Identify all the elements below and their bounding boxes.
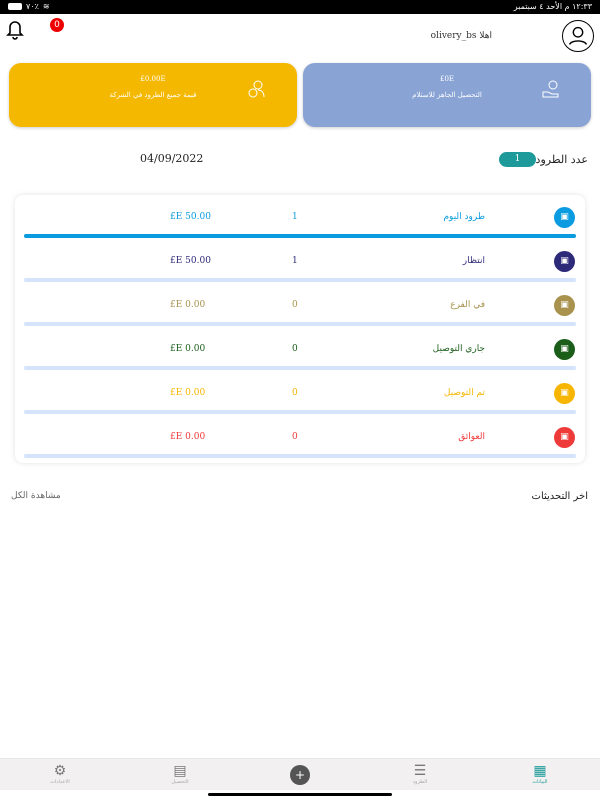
row-label: طرود اليوم xyxy=(443,212,485,222)
status-row[interactable]: £E 0.00 0 العوائق ▣ xyxy=(15,419,585,463)
row-count: 0 xyxy=(292,388,298,398)
status-row[interactable]: £E 50.00 1 طرود اليوم ▣ xyxy=(15,199,585,243)
row-amount: £E 50.00 xyxy=(170,212,211,222)
greeting: اهلا olivery_bs xyxy=(431,31,492,41)
row-amount: £E 0.00 xyxy=(170,344,206,354)
row-label: جاري التوصيل xyxy=(432,344,485,354)
parcel-box-icon: ▣ xyxy=(554,339,575,360)
row-count: 1 xyxy=(292,212,298,222)
status-row[interactable]: £E 0.00 0 في الفرع ▣ xyxy=(15,287,585,331)
row-label: العوائق xyxy=(458,432,485,442)
row-progress-bar xyxy=(24,410,576,414)
delivery-person-icon xyxy=(248,80,265,98)
add-button[interactable]: + xyxy=(290,765,310,785)
nav-label: التحصيل xyxy=(171,779,189,785)
battery-icon xyxy=(8,3,22,10)
row-progress-bar xyxy=(24,454,576,458)
row-count: 1 xyxy=(292,256,298,266)
row-count: 0 xyxy=(292,300,298,310)
view-all-link[interactable]: مشاهدة الكل xyxy=(11,491,61,501)
parcel-box-icon: ▣ xyxy=(554,427,575,448)
time-date: ١٢:٣٣ م الأحد ٤ سبتمبر xyxy=(513,2,592,11)
status-row[interactable]: £E 0.00 0 تم التوصيل ▣ xyxy=(15,375,585,419)
ready-collection-card[interactable]: £0E التحصيل الجاهز للاستلام xyxy=(303,63,591,127)
row-progress-bar xyxy=(24,234,576,238)
nav-parcels[interactable]: ☰ الطرود xyxy=(390,763,450,785)
status-row[interactable]: £E 50.00 1 انتظار ▣ xyxy=(15,243,585,287)
dashboard-icon: ▦ xyxy=(533,763,547,779)
status-row[interactable]: £E 0.00 0 جاري التوصيل ▣ xyxy=(15,331,585,375)
total-parcels-value-card[interactable]: £0.00E قيمة جميع الطرود في الشركة xyxy=(9,63,297,127)
row-label: في الفرع xyxy=(450,300,485,310)
gear-icon: ⚙ xyxy=(53,763,67,779)
parcel-count-label: عدد الطرود xyxy=(535,153,588,166)
document-icon: ▤ xyxy=(173,763,187,779)
wifi-icon: ≋ xyxy=(42,2,50,11)
list-icon: ☰ xyxy=(413,763,427,779)
row-count: 0 xyxy=(292,432,298,442)
latest-updates-title: اخر التحديثات xyxy=(531,491,588,502)
row-label: انتظار xyxy=(462,256,485,266)
battery-level: ٧٠٪ xyxy=(26,2,39,11)
nav-dashboard[interactable]: ▦ البيانات xyxy=(510,763,570,785)
card-value: £0.00E xyxy=(140,75,166,83)
greeting-text: اهلا xyxy=(479,31,492,41)
parcel-box-icon: ▣ xyxy=(554,383,575,404)
row-amount: £E 0.00 xyxy=(170,388,206,398)
parcel-box-icon: ▣ xyxy=(554,295,575,316)
user-avatar-icon[interactable] xyxy=(562,20,594,52)
home-indicator xyxy=(208,793,392,796)
row-amount: £E 0.00 xyxy=(170,432,206,442)
card-value: £0E xyxy=(439,75,455,83)
row-progress-bar xyxy=(24,322,576,326)
row-amount: £E 0.00 xyxy=(170,300,206,310)
nav-label: الطرود xyxy=(412,779,428,785)
status-bar: ٧٠٪ ≋ ١٢:٣٣ م الأحد ٤ سبتمبر xyxy=(0,0,600,14)
row-amount: £E 50.00 xyxy=(170,256,211,266)
row-label: تم التوصيل xyxy=(443,388,485,398)
parcel-status-list: £E 50.00 1 طرود اليوم ▣ £E 50.00 1 انتظار ▣ £E 0… xyxy=(15,195,585,463)
row-count: 0 xyxy=(292,344,298,354)
card-label: التحصيل الجاهز للاستلام xyxy=(412,91,482,99)
hand-money-icon xyxy=(542,80,559,98)
row-progress-bar xyxy=(24,366,576,370)
username: olivery_bs xyxy=(430,31,477,41)
notification-badge: 0 xyxy=(50,18,64,32)
nav-label: الاعدادات xyxy=(50,779,70,785)
bell-icon[interactable] xyxy=(6,20,24,40)
nav-label: البيانات xyxy=(532,779,548,785)
parcel-count-badge: 1 xyxy=(499,152,536,167)
parcel-box-icon: ▣ xyxy=(554,207,575,228)
nav-settings[interactable]: ⚙ الاعدادات xyxy=(30,763,90,785)
parcel-box-icon: ▣ xyxy=(554,251,575,272)
card-label: قيمة جميع الطرود في الشركة xyxy=(109,91,197,99)
nav-collection[interactable]: ▤ التحصيل xyxy=(150,763,210,785)
current-date: 04/09/2022 xyxy=(140,152,204,165)
row-progress-bar xyxy=(24,278,576,282)
